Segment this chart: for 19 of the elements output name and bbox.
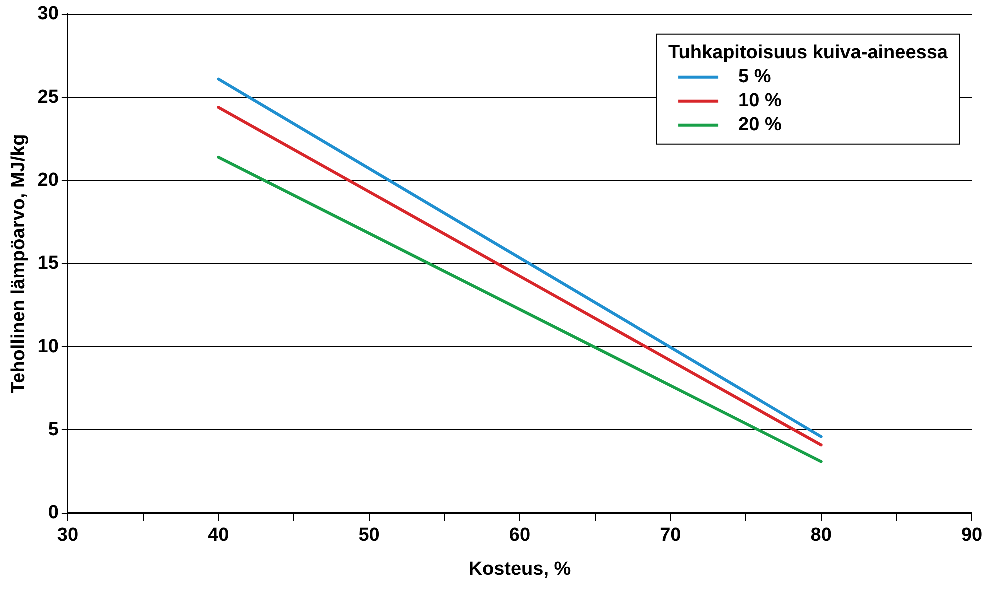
x-tick-label: 90	[961, 525, 983, 546]
legend-label: 10 %	[738, 90, 782, 112]
x-tick-label: 50	[358, 525, 380, 546]
x-tick-label: 40	[208, 525, 230, 546]
x-tick-label: 60	[509, 525, 531, 546]
x-tick-label: 70	[660, 525, 682, 546]
y-tick-label: 10	[38, 336, 59, 358]
x-tick-label: 80	[810, 525, 832, 546]
legend-title: Tuhkapitoisuus kuiva-aineessa	[668, 42, 948, 64]
y-tick-label: 25	[38, 86, 60, 108]
y-axis-title: Tehollinen lämpöarvo, MJ/kg	[8, 134, 30, 394]
legend-label: 5 %	[738, 66, 772, 88]
y-tick-label: 0	[48, 502, 59, 524]
y-tick-label: 15	[38, 253, 60, 274]
y-tick-label: 30	[38, 4, 59, 25]
legend-label: 20 %	[738, 114, 782, 136]
y-tick-label: 5	[48, 419, 60, 440]
y-tick-label: 20	[38, 170, 59, 191]
x-axis-title: Kosteus, %	[468, 558, 572, 580]
